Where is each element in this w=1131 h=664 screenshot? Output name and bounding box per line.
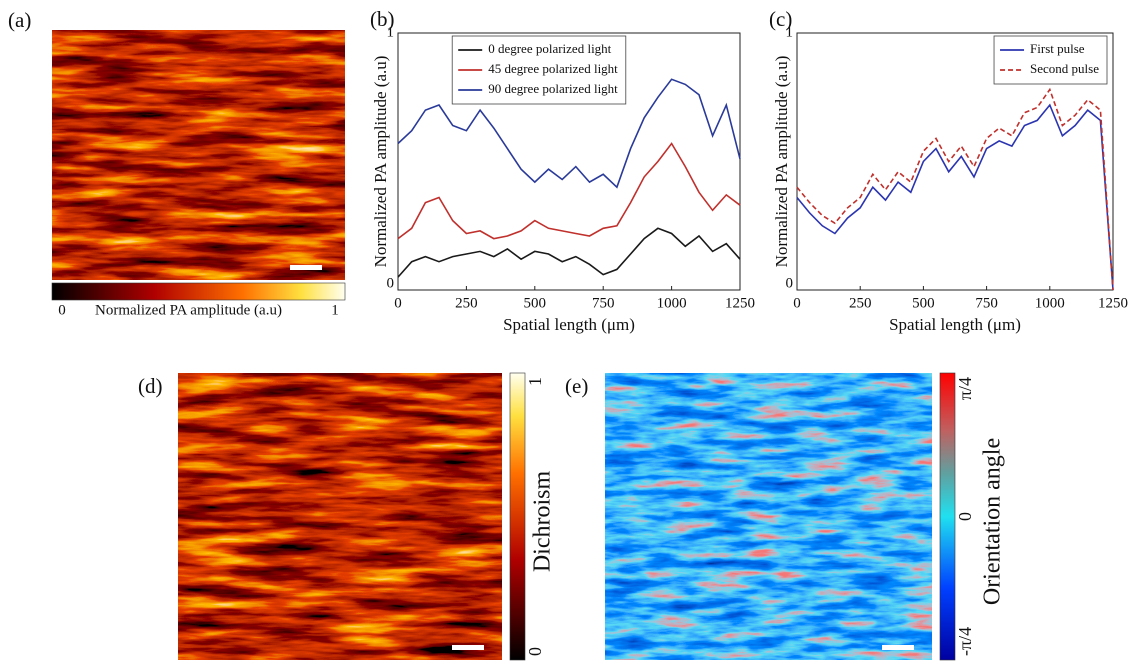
legend-label: Second pulse — [1030, 61, 1099, 76]
x-axis-label: Spatial length (μm) — [889, 315, 1021, 334]
y-tick-label: 0 — [387, 275, 395, 291]
x-tick-label: 500 — [524, 295, 547, 311]
legend-frame — [993, 35, 1108, 85]
colorbar-tick-label: 1 — [525, 377, 545, 386]
panel-label: (e) — [565, 374, 588, 398]
series-line — [397, 142, 741, 240]
x-tick-label: 500 — [912, 295, 935, 311]
micrograph — [605, 373, 932, 660]
panel-label: (a) — [8, 8, 31, 32]
series-line — [796, 87, 1114, 291]
panel-label: (b) — [370, 7, 395, 31]
x-tick-label: 1000 — [1035, 295, 1065, 311]
legend-label: 90 degree polarized light — [488, 81, 618, 96]
colorbar-tick-label: 0 — [955, 512, 975, 521]
y-axis-label: Normalized PA amplitude (a.u) — [371, 56, 390, 268]
series-line — [397, 78, 741, 189]
x-tick-label: 1250 — [1098, 295, 1128, 311]
panel-label: (d) — [138, 374, 163, 398]
y-axis-label: Normalized PA amplitude (a.u) — [772, 56, 791, 268]
x-tick-label: 250 — [455, 295, 478, 311]
colorbar — [509, 372, 526, 661]
x-tick-label: 750 — [592, 295, 615, 311]
y-tick-label: 1 — [387, 24, 395, 40]
scale-bar — [290, 265, 322, 270]
y-tick-label: 1 — [786, 24, 794, 40]
colorbar-label: Normalized PA amplitude (a.u) — [95, 302, 282, 318]
colorbar-label: Dichroism — [530, 471, 556, 573]
series-line — [796, 103, 1114, 291]
colorbar-tick-label: 0 — [525, 647, 545, 656]
colorbar-label: Orientation angle — [980, 438, 1006, 605]
x-tick-label: 1000 — [657, 295, 687, 311]
panel-label: (c) — [769, 7, 792, 31]
legend: 0 degree polarized light 45 degree polari… — [451, 35, 627, 105]
colorbar-tick-label: 1 — [331, 302, 339, 318]
x-tick-label: 250 — [849, 295, 872, 311]
colorbar-tick-label: -π/4 — [955, 627, 975, 656]
x-tick-label: 750 — [975, 295, 998, 311]
colorbar — [51, 282, 346, 301]
x-tick-label: 1250 — [725, 295, 755, 311]
micrograph — [178, 373, 502, 660]
legend-label: First pulse — [1030, 41, 1085, 56]
series-line — [397, 227, 741, 278]
legend: First pulse Second pulse — [993, 35, 1108, 85]
scale-bar — [452, 645, 484, 650]
micrograph — [52, 30, 345, 280]
legend-label: 0 degree polarized light — [488, 41, 611, 56]
y-tick-label: 0 — [786, 275, 794, 291]
legend-label: 45 degree polarized light — [488, 61, 618, 76]
x-axis-label: Spatial length (μm) — [503, 315, 635, 334]
x-tick-label: 0 — [394, 295, 402, 311]
scale-bar — [882, 645, 914, 650]
colorbar-tick-label: π/4 — [955, 377, 975, 400]
x-tick-label: 0 — [793, 295, 801, 311]
colorbar — [939, 372, 956, 661]
colorbar-tick-label: 0 — [58, 302, 66, 318]
